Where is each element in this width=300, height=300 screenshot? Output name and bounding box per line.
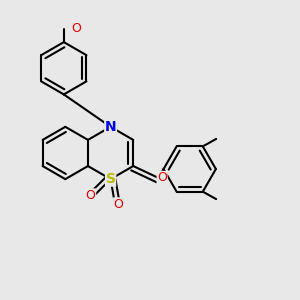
Text: N: N <box>105 120 116 134</box>
Text: O: O <box>114 198 124 211</box>
Text: O: O <box>71 22 81 35</box>
Text: O: O <box>86 189 96 202</box>
Text: S: S <box>106 172 116 186</box>
Text: O: O <box>157 171 167 184</box>
